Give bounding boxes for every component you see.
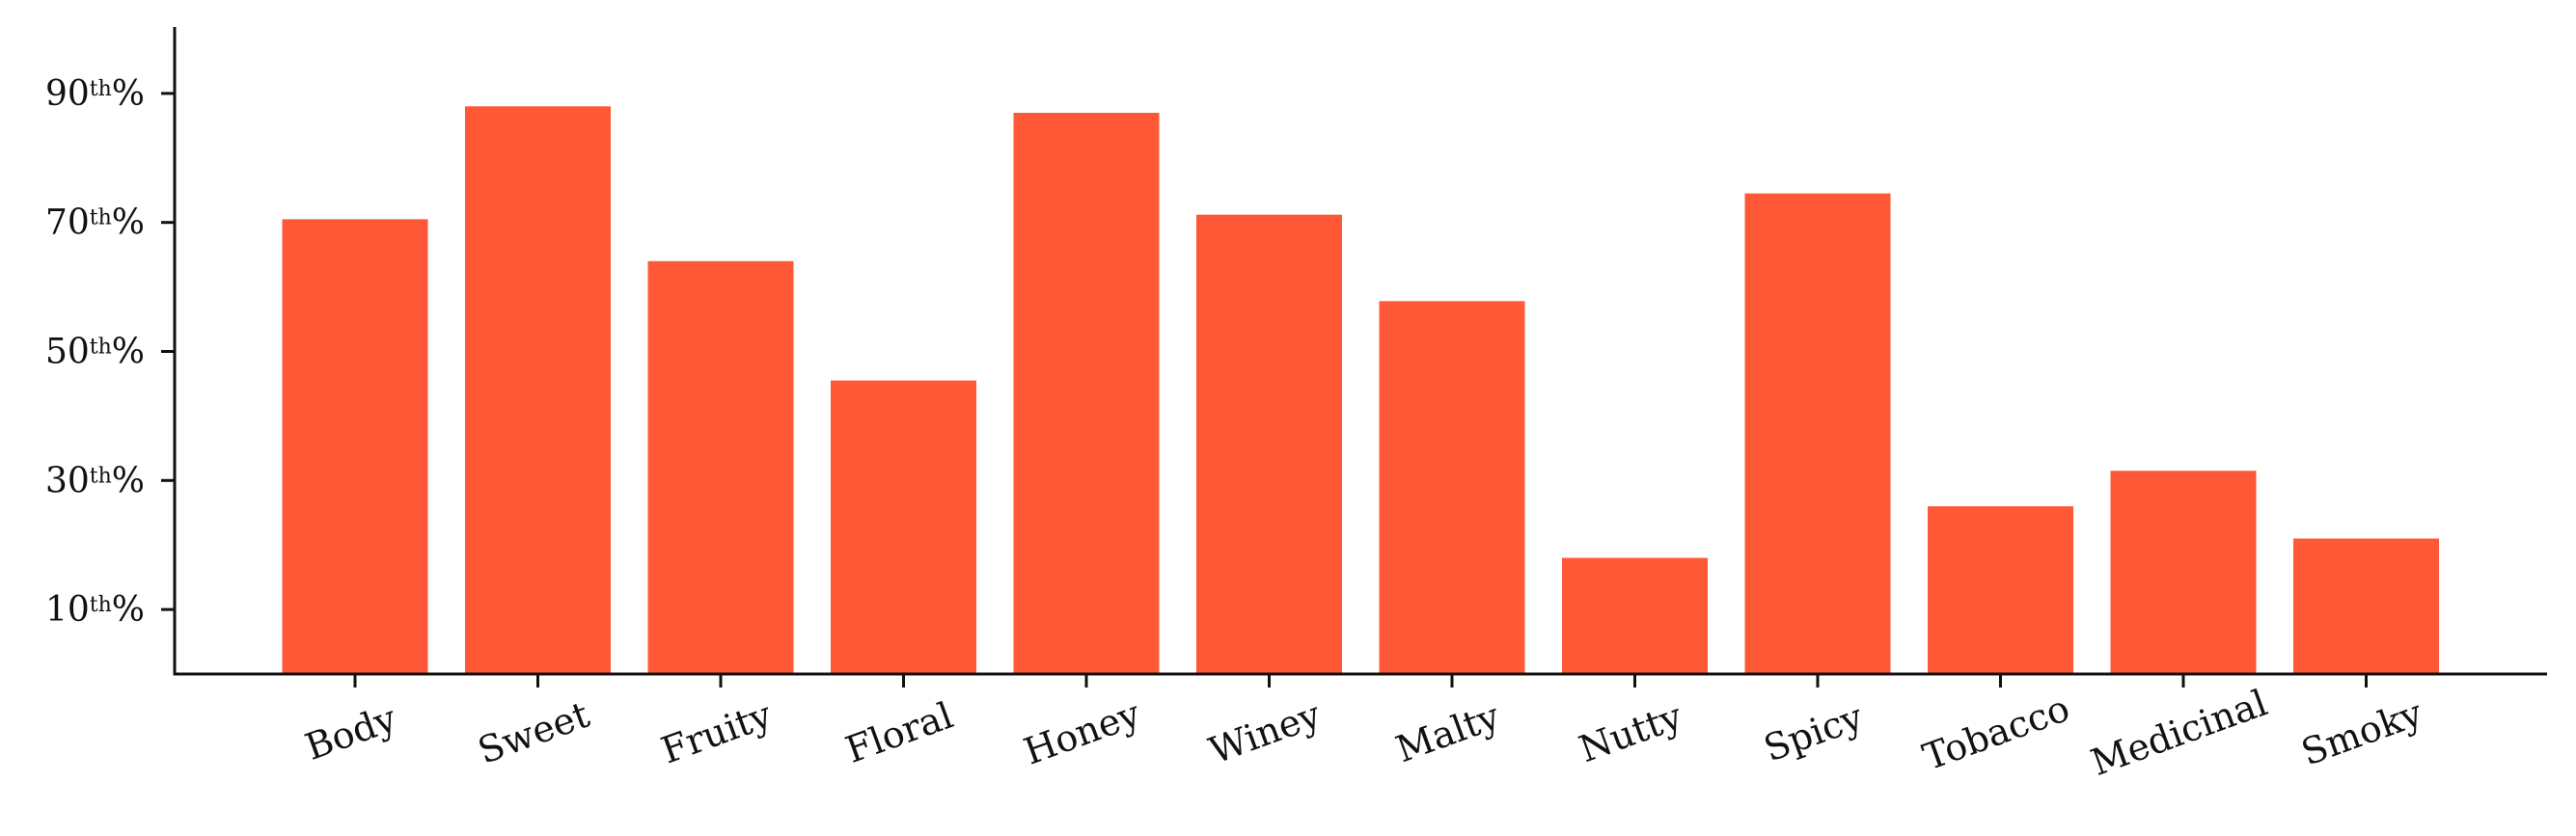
x-tick-label-malty: Malty <box>1390 694 1505 770</box>
bar-floral <box>831 380 976 674</box>
x-tick-label-smoky: Smoky <box>2296 691 2428 774</box>
x-tick-label-winey: Winey <box>1204 693 1327 772</box>
y-tick-label-10: 10th% <box>45 590 145 630</box>
y-tick-label-30: 30th% <box>45 461 145 500</box>
x-tick-label-tobacco: Tobacco <box>1917 687 2074 778</box>
x-tick-label-spicy: Spicy <box>1759 695 1869 770</box>
bar-medicinal <box>2110 471 2257 674</box>
bar-fruity <box>647 260 794 674</box>
bar-smoky <box>2293 538 2439 674</box>
bar-winey <box>1196 214 1342 674</box>
bar-tobacco <box>1928 506 2073 674</box>
x-tick-label-honey: Honey <box>1019 692 1146 773</box>
y-tick-label-90: 90th% <box>45 74 145 114</box>
y-tick-label-70: 70th% <box>45 203 145 243</box>
bar-honey <box>1013 112 1160 675</box>
x-tick-label-sweet: Sweet <box>473 693 595 772</box>
x-axis-ticks: Body Sweet Fruity Floral Honey Winey Malty Nutt… <box>300 674 2428 784</box>
x-tick-label-body: Body <box>300 696 402 769</box>
bar-sweet <box>465 106 611 674</box>
x-tick-label-medicinal: Medicinal <box>2085 682 2272 785</box>
y-tick-label-50: 50th% <box>45 333 145 372</box>
bar-malty <box>1379 301 1525 674</box>
bar-spicy <box>1744 193 1891 674</box>
x-tick-label-fruity: Fruity <box>656 693 778 772</box>
x-tick-label-nutty: Nutty <box>1574 694 1688 770</box>
bar-body <box>282 219 428 675</box>
bars-group <box>282 106 2439 675</box>
bar-nutty <box>1562 557 1708 674</box>
x-tick-label-floral: Floral <box>840 694 959 771</box>
y-axis-ticks: 10th% 30th% 50th% 70th% 90th% <box>45 74 175 630</box>
